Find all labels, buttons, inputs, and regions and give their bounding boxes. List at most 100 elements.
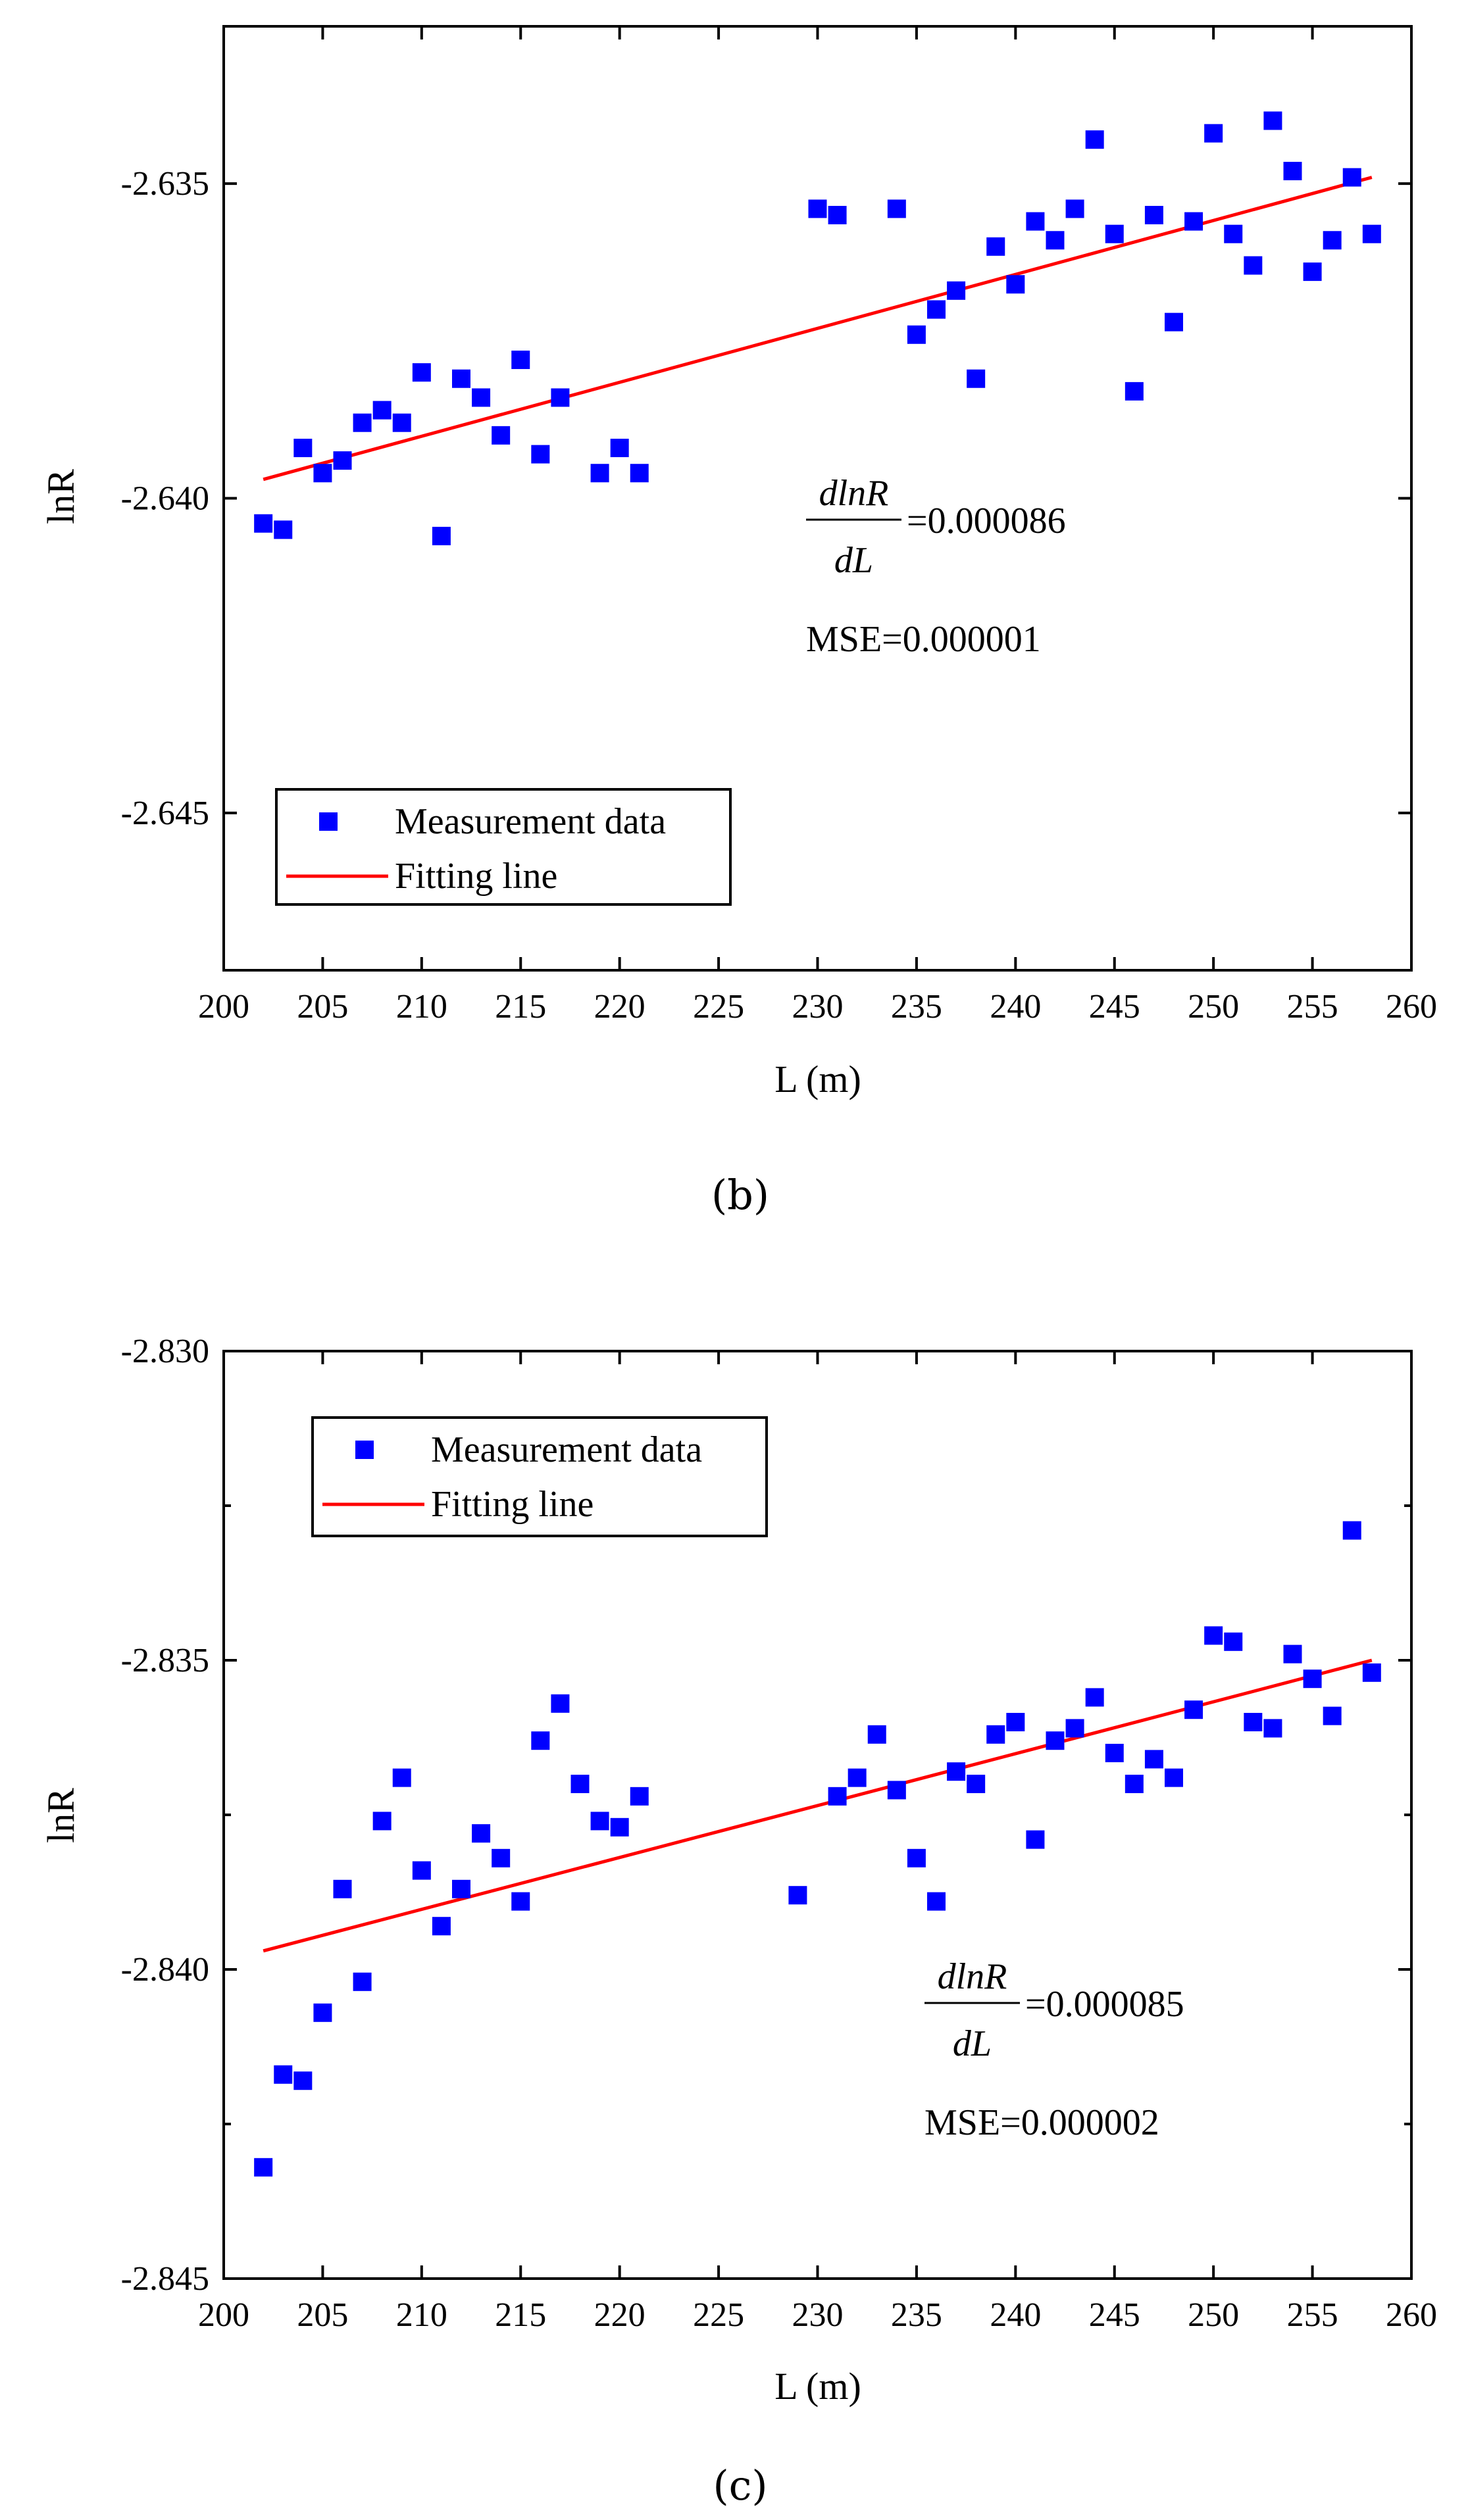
data-point — [1323, 1706, 1342, 1725]
x-tick-label: 255 — [1287, 988, 1338, 1025]
annotation-mse: MSE=0.000001 — [806, 619, 1041, 660]
data-point — [432, 1917, 451, 1936]
data-point — [1125, 1775, 1144, 1793]
data-point — [967, 369, 986, 388]
data-point — [927, 1892, 946, 1911]
x-tick-label: 205 — [297, 2296, 348, 2334]
data-point — [313, 464, 332, 483]
x-tick-label: 205 — [297, 988, 348, 1025]
data-point — [392, 1768, 411, 1787]
data-point — [511, 351, 530, 370]
x-tick-label: 230 — [792, 2296, 844, 2334]
data-point — [432, 526, 451, 545]
data-point — [947, 281, 966, 300]
legend-label-fitting: Fitting line — [431, 1484, 594, 1525]
data-point — [808, 199, 827, 218]
data-point — [1085, 1688, 1104, 1707]
x-tick-label: 235 — [891, 988, 942, 1025]
x-axis-title: L (m) — [774, 2365, 861, 2408]
data-point — [1204, 1626, 1223, 1645]
data-point — [1184, 212, 1203, 231]
x-tick-label: 260 — [1386, 2296, 1437, 2334]
data-point — [412, 363, 431, 382]
data-point — [452, 369, 470, 388]
data-point — [1165, 312, 1183, 332]
data-point — [1342, 168, 1361, 187]
data-point — [986, 1725, 1005, 1744]
data-point — [1303, 262, 1322, 282]
data-point — [472, 388, 491, 407]
data-point — [590, 464, 609, 483]
data-point — [551, 388, 570, 407]
data-point — [1046, 1731, 1065, 1750]
annotation-slope-value: =0.000085 — [1025, 1984, 1184, 2025]
legend-label-measurement: Measurement data — [431, 1429, 702, 1470]
legend-marker-points — [319, 812, 338, 831]
x-tick-label: 200 — [198, 2296, 249, 2334]
data-point — [492, 426, 511, 445]
data-point — [1244, 256, 1263, 275]
legend-box — [275, 788, 732, 906]
chart-panel-b: 200 205 210 215 220 225 230 235 240 245 250 255 260 -… — [39, 25, 1437, 1219]
data-point — [907, 325, 926, 344]
data-point — [570, 1775, 590, 1793]
data-point — [590, 1812, 609, 1831]
data-point — [1184, 1700, 1203, 1719]
x-tick-label: 220 — [594, 988, 645, 1025]
data-point — [1144, 1750, 1163, 1769]
y-tick-label: -2.835 — [121, 1642, 209, 1679]
data-point — [254, 2158, 273, 2177]
data-point — [1065, 199, 1084, 218]
data-point — [1342, 1521, 1361, 1540]
y-axis-title: lnR — [39, 469, 82, 524]
data-point — [630, 1787, 649, 1806]
data-point — [1026, 1830, 1045, 1849]
data-point — [848, 1768, 867, 1787]
data-point — [1263, 1719, 1282, 1738]
data-point — [492, 1848, 511, 1867]
data-point — [531, 445, 550, 464]
data-point — [353, 1972, 372, 1991]
data-point — [1244, 1713, 1263, 1731]
fitting-line — [263, 1658, 1373, 1953]
y-tick-label: -2.640 — [121, 480, 209, 518]
data-point — [1046, 231, 1065, 250]
data-point — [610, 438, 629, 457]
annotation-mse: MSE=0.000002 — [924, 2102, 1159, 2143]
annotation-numerator: dlnR — [938, 1956, 1007, 1997]
x-tick-label: 240 — [990, 988, 1041, 1025]
data-point — [1165, 1768, 1183, 1787]
data-point — [1144, 206, 1163, 224]
x-tick-label: 215 — [495, 2296, 546, 2334]
x-tick-label: 245 — [1089, 988, 1140, 1025]
data-point — [828, 1787, 847, 1806]
data-point — [1125, 382, 1144, 401]
x-tick-label: 210 — [396, 988, 447, 1025]
data-point — [887, 199, 906, 218]
data-point — [1065, 1719, 1084, 1738]
data-point — [630, 464, 649, 483]
data-point — [1362, 224, 1381, 243]
x-tick-label: 220 — [594, 2296, 645, 2334]
x-tick-label: 260 — [1386, 988, 1437, 1025]
x-tick-label: 250 — [1188, 988, 1239, 1025]
x-tick-label: 225 — [693, 2296, 744, 2334]
x-tick-label: 240 — [990, 2296, 1041, 2334]
panel-label: (b) — [711, 1171, 769, 1219]
data-point — [293, 2071, 313, 2090]
data-point — [788, 1886, 807, 1905]
data-point — [1263, 111, 1282, 130]
x-tick-label: 215 — [495, 988, 546, 1025]
x-tick-label: 250 — [1188, 2296, 1239, 2334]
data-point — [1362, 1663, 1381, 1682]
data-point — [1204, 124, 1223, 143]
data-point — [392, 413, 411, 432]
data-point — [610, 1817, 629, 1837]
data-point — [887, 1781, 906, 1800]
annotation-numerator: dlnR — [819, 473, 889, 514]
data-point — [452, 1879, 470, 1898]
x-tick-label: 200 — [198, 988, 249, 1025]
data-point — [967, 1775, 986, 1793]
annotation-denominator: dL — [834, 540, 873, 581]
x-tick-label: 225 — [693, 988, 744, 1025]
